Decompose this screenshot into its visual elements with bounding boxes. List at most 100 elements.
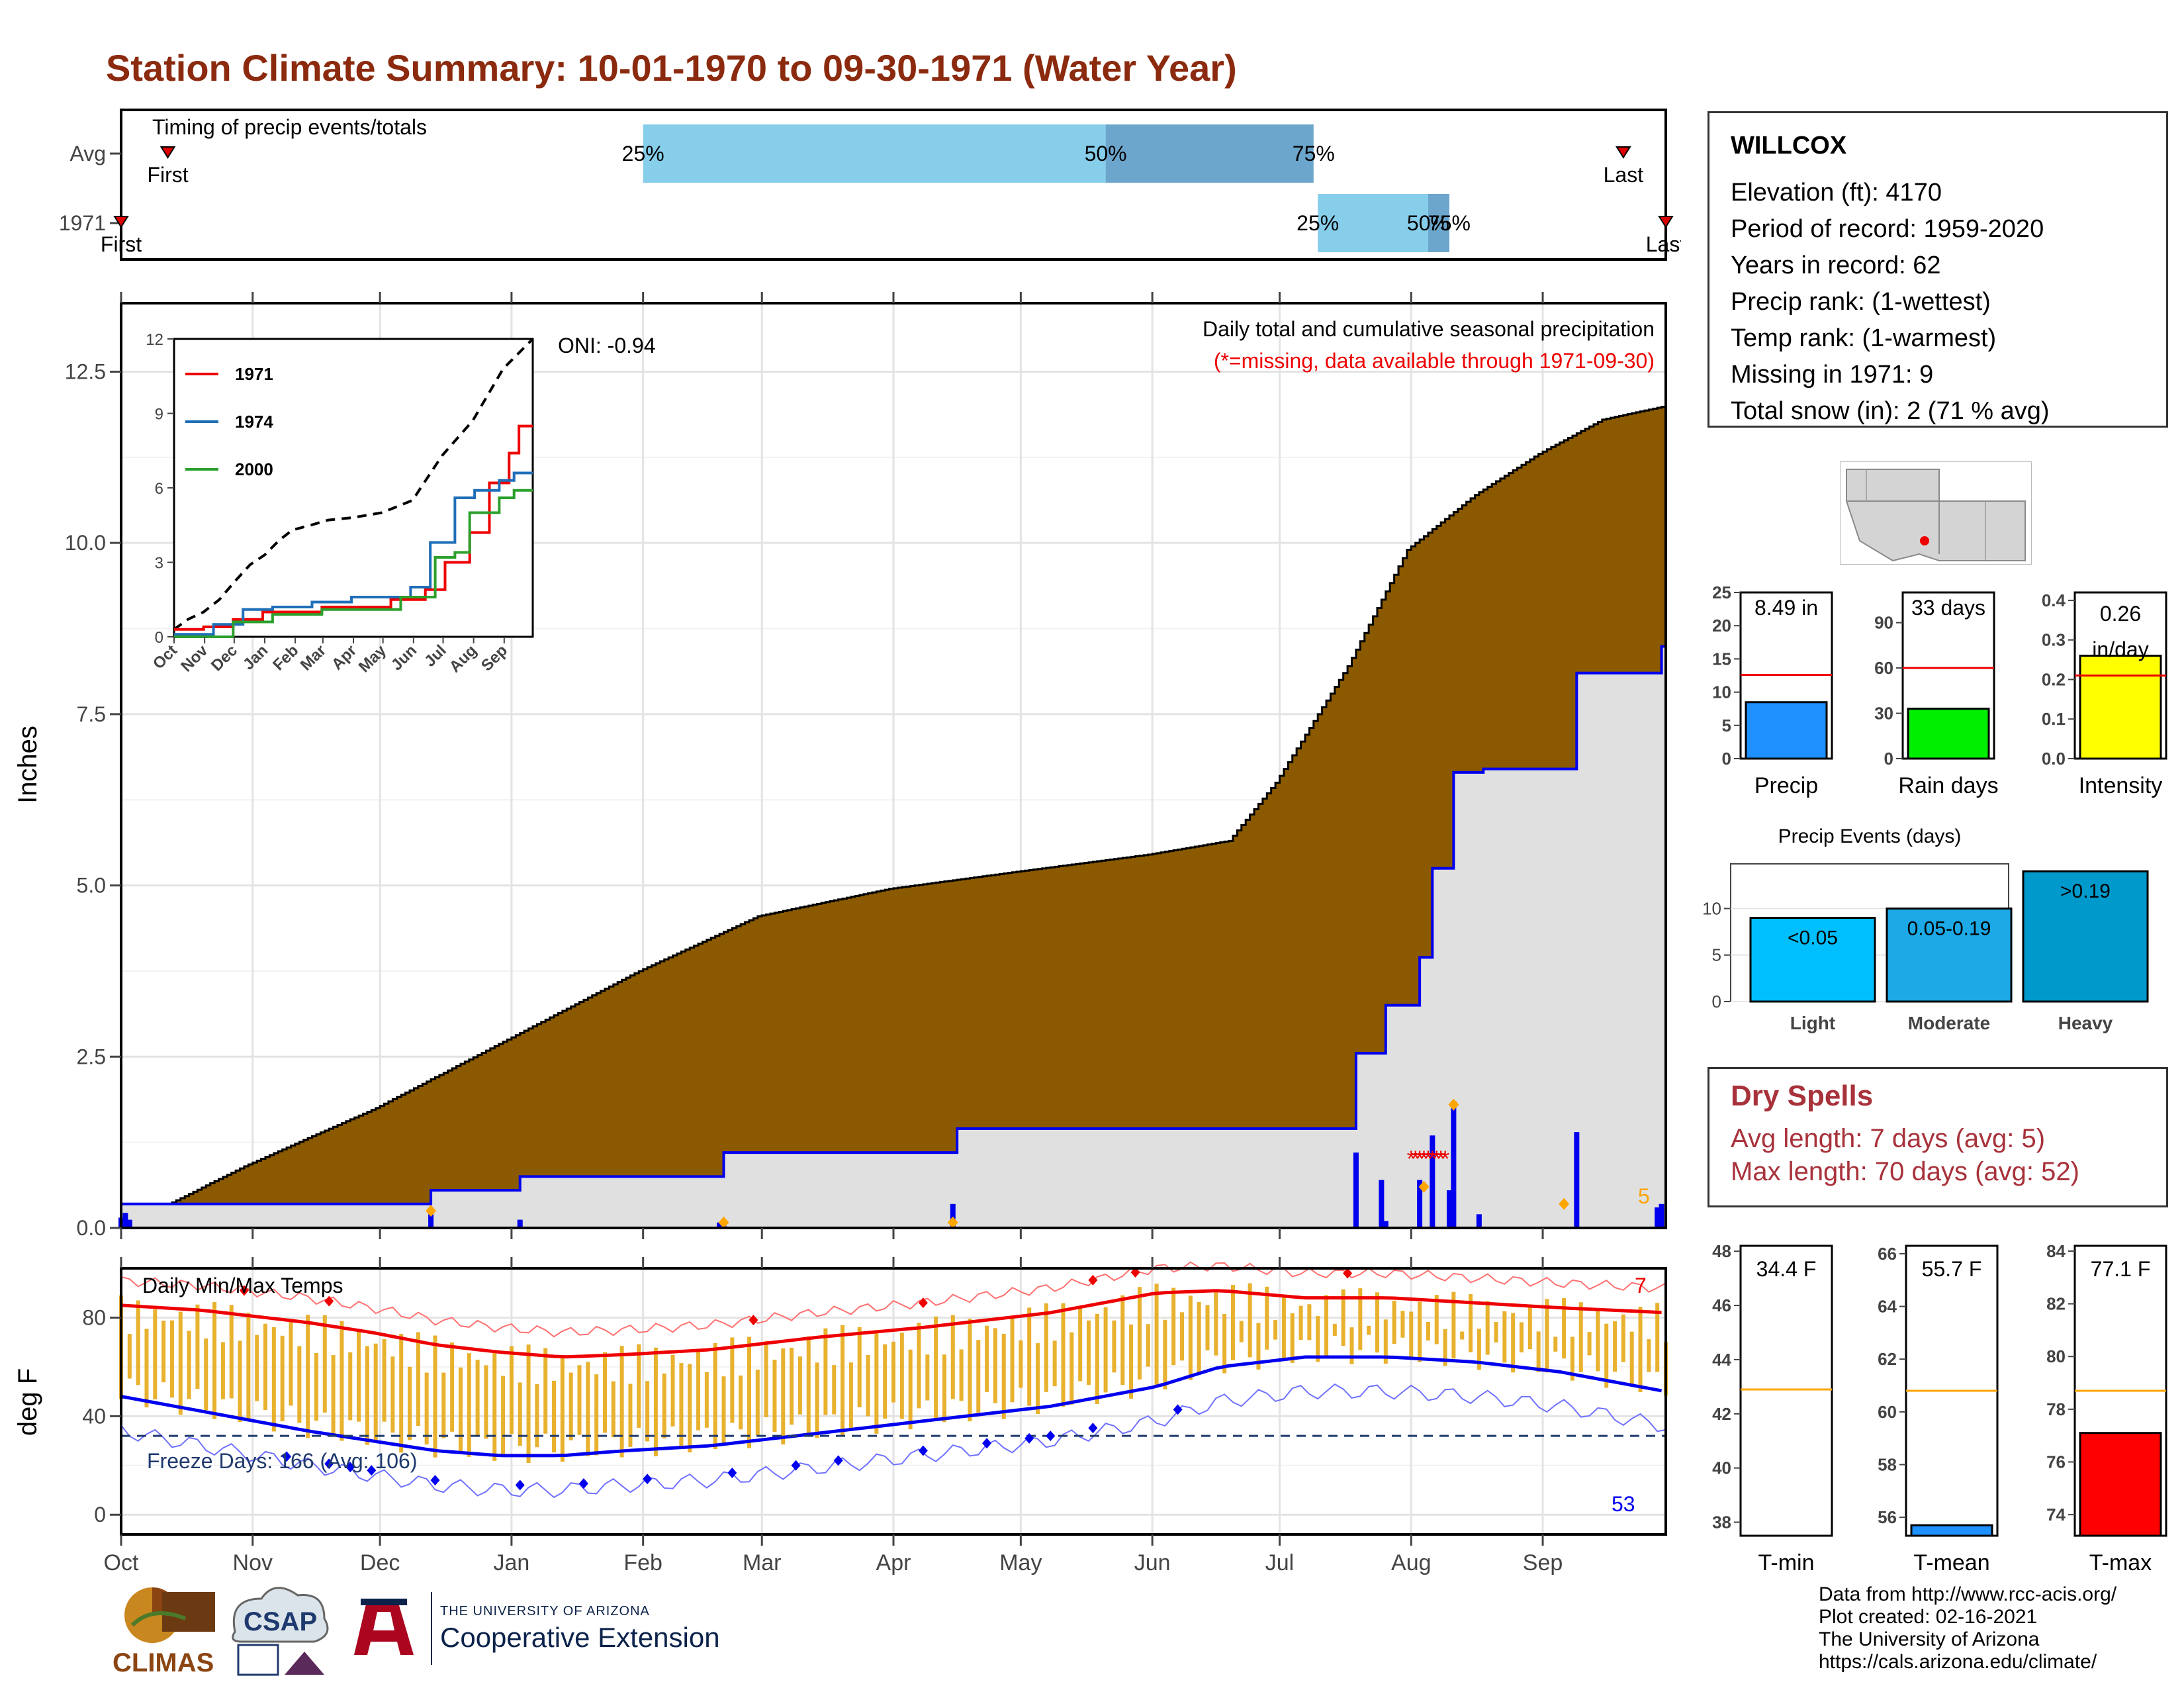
summary-panels: 0 5 10 15 20 25 Precip 8.49 in 0 30 60 90 Rain days 3… (1702, 583, 2167, 1575)
daily-temp-range-bar (1103, 1307, 1108, 1393)
month-tick-label: May (999, 1550, 1042, 1575)
inset-y-tick-label: 0 (155, 629, 163, 647)
record-high-marker (239, 1285, 249, 1296)
daily-temp-range-bar (212, 1302, 217, 1419)
record-high-marker (1343, 1268, 1353, 1279)
daily-precip-bar (1383, 1221, 1388, 1228)
daily-temp-range-bar (178, 1311, 183, 1415)
record-high-count: 7 (1635, 1274, 1647, 1297)
daily-temp-range-bar (1562, 1298, 1567, 1359)
record-low-marker (1046, 1430, 1056, 1442)
credit-source: Data from http://www.rcc-acis.org/ (1819, 1583, 2117, 1605)
timing-percent-label: 50% (1407, 211, 1449, 235)
missing-day-marker: * (1432, 1147, 1441, 1172)
month-tick-label: Nov (233, 1550, 273, 1575)
daily-temp-range-bar (721, 1376, 726, 1446)
summary-intensity-value: 0.26 (2100, 602, 2141, 626)
temp-summary-t-min-tick-label: 44 (1712, 1350, 1731, 1370)
arizona-locator-map (1840, 461, 2032, 565)
daily-temp-range-bar (917, 1323, 921, 1409)
summary-rain-days-label: Rain days (1898, 773, 1998, 798)
snow-marker (1448, 1098, 1459, 1111)
daily-temp-range-bar (1069, 1332, 1074, 1405)
daily-temp-range-bar (1281, 1295, 1286, 1360)
daily-temp-range-bar (1324, 1295, 1329, 1357)
daily-temp-range-bar (747, 1336, 751, 1448)
daily-temp-range-bar (1358, 1288, 1363, 1350)
record-low-marker (982, 1438, 992, 1449)
temp-y-tick-label: 0 (94, 1503, 106, 1526)
inset-y-tick-label: 6 (155, 480, 163, 498)
daily-temp-range-bar (475, 1360, 480, 1436)
timing-marker-label: Last (1604, 163, 1644, 187)
daily-temp-range-bar (263, 1323, 268, 1411)
timing-row-label: 1971 (59, 211, 106, 235)
record-low-marker (918, 1445, 928, 1456)
daily-temp-range-bar (1587, 1332, 1592, 1356)
daily-temp-range-bar (942, 1354, 946, 1423)
daily-temp-range-bar (467, 1353, 471, 1457)
record-high-marker (324, 1295, 334, 1307)
daily-temp-range-bar (246, 1313, 251, 1421)
daily-temp-range-bar (1527, 1304, 1532, 1350)
daily-temp-range-bar (382, 1338, 387, 1422)
daily-temp-range-bar (950, 1315, 955, 1399)
daily-precip-bar (1379, 1180, 1385, 1228)
data-credits: Data from http://www.rcc-acis.org/ Plot … (1819, 1583, 2116, 1673)
precip-y-tick-label: 0.0 (77, 1216, 106, 1240)
daily-temp-range-bar (408, 1366, 412, 1440)
dry-spells-avg: Avg length: 7 days (avg: 5) (1731, 1124, 2046, 1153)
daily-temp-range-bar (993, 1328, 997, 1403)
daily-temp-range-bar (1222, 1313, 1227, 1374)
dry-spells-panel: Dry Spells Avg length: 7 days (avg: 5) M… (1707, 1067, 2168, 1207)
daily-temp-range-bar (1171, 1288, 1176, 1366)
summary-rain-days-value-bar (1907, 708, 1990, 760)
precip-y-tick-label: 5.0 (77, 874, 106, 898)
daily-temp-range-bar (577, 1365, 582, 1435)
summary-precip-tick-label: 10 (1712, 682, 1731, 702)
daily-temp-range-bar (662, 1373, 666, 1438)
precip-events-category-label: Heavy (2058, 1013, 2113, 1033)
precip-events-bin-label: <0.05 (1788, 927, 1838, 949)
daily-temp-range-bar (399, 1333, 404, 1453)
timing-marker-triangle (1658, 216, 1674, 228)
month-tick-label: Aug (1391, 1550, 1432, 1575)
precip-y-tick-label: 10.0 (65, 531, 106, 555)
snow-marker (1559, 1197, 1570, 1210)
temp-summary-t-mean-tick-label: 60 (1878, 1402, 1897, 1422)
timing-bar-25-50 (1318, 194, 1428, 252)
summary-precip-tick-label: 0 (1722, 749, 1731, 769)
precip-events-bin-label: >0.19 (2060, 880, 2111, 902)
temp-summary-t-max-tick-label: 74 (2046, 1505, 2066, 1524)
daily-temp-range-bar (518, 1382, 522, 1446)
month-tick-label: Jul (1265, 1550, 1294, 1575)
daily-temp-range-bar (306, 1315, 310, 1438)
daily-temp-range-bar (1367, 1325, 1371, 1335)
daily-temp-range-bar (1409, 1311, 1414, 1360)
daily-temp-range-bar (645, 1381, 650, 1442)
daily-temp-range-bar (1129, 1324, 1134, 1399)
daily-temp-range-bar (1019, 1340, 1023, 1388)
daily-temp-range-bar (1248, 1283, 1252, 1358)
month-tick-label: Oct (104, 1550, 139, 1575)
daily-temp-range-bar (161, 1321, 166, 1383)
record-low-marker (345, 1462, 355, 1473)
daily-temp-range-bar (1332, 1323, 1337, 1336)
daily-temp-range-bar (1629, 1331, 1634, 1384)
record-low-marker (643, 1474, 653, 1485)
record-low-line (120, 1383, 1666, 1499)
daily-temp-range-bar (883, 1344, 887, 1419)
station-precip-rank: Precip rank: (1-wettest) (1731, 288, 1991, 316)
daily-temp-range-bar (331, 1355, 336, 1435)
station-temp-rank: Temp rank: (1-warmest) (1731, 324, 1997, 352)
daily-temp-range-bar (1647, 1339, 1651, 1372)
station-info-panel: WILLCOX Elevation (ft): 4170 Period of r… (1707, 111, 2168, 428)
inset-legend-label: 1974 (235, 412, 273, 432)
daily-temp-range-bar (1214, 1291, 1218, 1356)
daily-temp-range-bar (1502, 1311, 1507, 1363)
daily-temp-range-bar (458, 1367, 463, 1454)
timing-row-label: Avg (69, 142, 106, 165)
credit-created: Plot created: 02-16-2021 (1819, 1606, 2038, 1628)
year-cumulative-precip-area (121, 646, 1666, 1228)
daily-temp-range-bar (1120, 1295, 1125, 1385)
